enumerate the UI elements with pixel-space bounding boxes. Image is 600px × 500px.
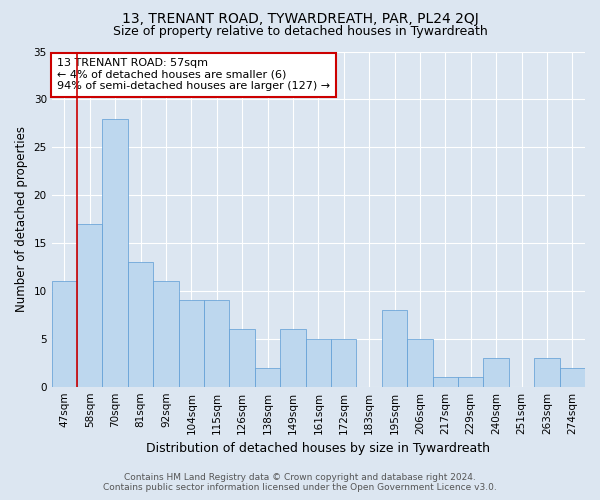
Bar (204, 300, 229, 386)
Y-axis label: Number of detached properties: Number of detached properties (15, 126, 28, 312)
Bar (433, 377, 458, 386)
Bar (153, 282, 179, 387)
Text: Contains HM Land Registry data © Crown copyright and database right 2024.
Contai: Contains HM Land Registry data © Crown c… (103, 473, 497, 492)
X-axis label: Distribution of detached houses by size in Tywardreath: Distribution of detached houses by size … (146, 442, 490, 455)
Bar (52, 282, 77, 387)
Bar (305, 339, 331, 386)
Text: 13 TRENANT ROAD: 57sqm
← 4% of detached houses are smaller (6)
94% of semi-detac: 13 TRENANT ROAD: 57sqm ← 4% of detached … (57, 58, 330, 92)
Bar (128, 262, 153, 386)
Bar (280, 329, 305, 386)
Bar (103, 118, 128, 386)
Bar (534, 358, 560, 386)
Bar (179, 300, 204, 386)
Bar (407, 339, 433, 386)
Text: Size of property relative to detached houses in Tywardreath: Size of property relative to detached ho… (113, 25, 487, 38)
Bar (560, 368, 585, 386)
Bar (458, 377, 484, 386)
Text: 13, TRENANT ROAD, TYWARDREATH, PAR, PL24 2QJ: 13, TRENANT ROAD, TYWARDREATH, PAR, PL24… (122, 12, 478, 26)
Bar (229, 329, 255, 386)
Bar (484, 358, 509, 386)
Bar (77, 224, 103, 386)
Bar (255, 368, 280, 386)
Bar (382, 310, 407, 386)
Bar (331, 339, 356, 386)
